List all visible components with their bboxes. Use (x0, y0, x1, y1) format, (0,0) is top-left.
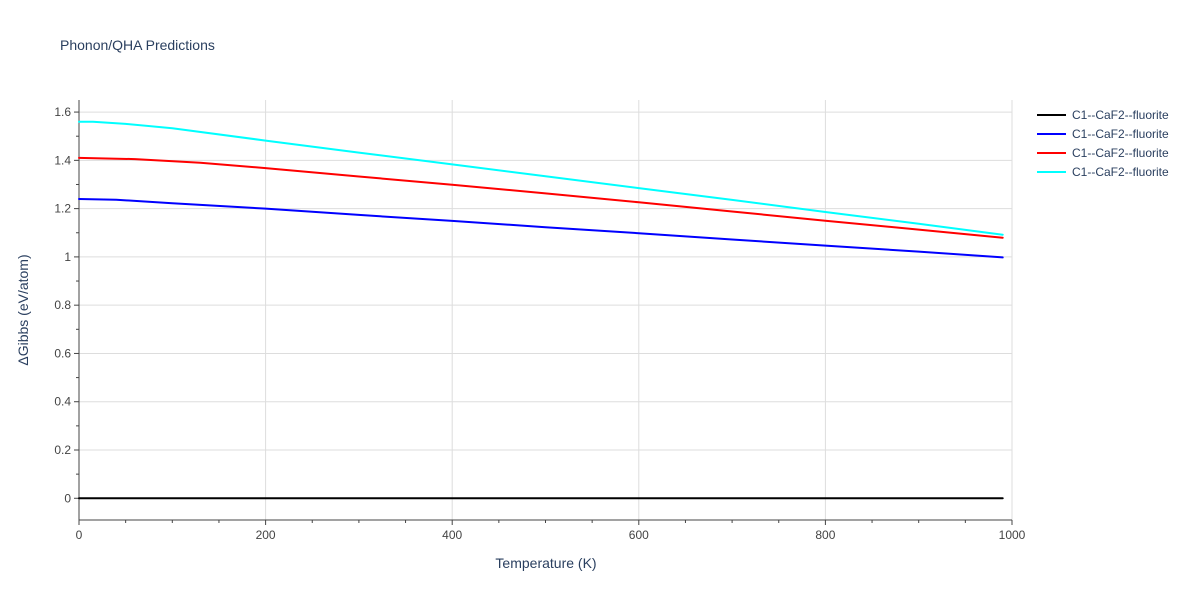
series-line-3 (78, 156, 1004, 239)
y-tick-label: 0.2 (54, 443, 71, 457)
legend-label: C1--CaF2--fluorite (1072, 165, 1169, 179)
grid (79, 100, 1013, 520)
y-tick-label: 0.4 (54, 395, 71, 409)
x-tick-label: 1000 (999, 528, 1026, 542)
x-tick-label: 600 (629, 528, 649, 542)
series-line-4 (78, 120, 1004, 236)
y-tick-label: 0.6 (54, 346, 71, 360)
y-tick-label: 0.8 (54, 298, 71, 312)
y-tick-label: 1.4 (54, 153, 71, 167)
x-tick-label: 200 (256, 528, 276, 542)
legend-label: C1--CaF2--fluorite (1072, 146, 1169, 160)
y-tick-label: 1.2 (54, 202, 71, 216)
y-axis-title: ΔGibbs (eV/atom) (15, 254, 31, 365)
y-tick-label: 0 (64, 491, 71, 505)
chart-title: Phonon/QHA Predictions (60, 37, 215, 53)
axes: 0 200 400 600 800 1000 0 0.2 0.4 0.6 0.8 1 1.2 1.4 1.6 (54, 100, 1026, 542)
legend-label: C1--CaF2--fluorite (1072, 108, 1169, 122)
legend-item-2[interactable]: C1--CaF2--fluorite (1037, 127, 1169, 141)
x-tick-label: 400 (442, 528, 462, 542)
series-line-2 (78, 198, 1004, 259)
x-tick-label: 800 (815, 528, 835, 542)
legend-item-3[interactable]: C1--CaF2--fluorite (1037, 146, 1169, 160)
legend-label: C1--CaF2--fluorite (1072, 127, 1169, 141)
y-tick-label: 1 (64, 250, 71, 264)
x-tick-label: 0 (76, 528, 83, 542)
legend[interactable]: C1--CaF2--fluorite C1--CaF2--fluorite C1--… (1037, 108, 1169, 179)
x-axis-title: Temperature (K) (495, 555, 596, 571)
legend-item-4[interactable]: C1--CaF2--fluorite (1037, 165, 1169, 179)
legend-item-1[interactable]: C1--CaF2--fluorite (1037, 108, 1169, 122)
series-lines (78, 120, 1004, 500)
y-tick-label: 1.6 (54, 105, 71, 119)
